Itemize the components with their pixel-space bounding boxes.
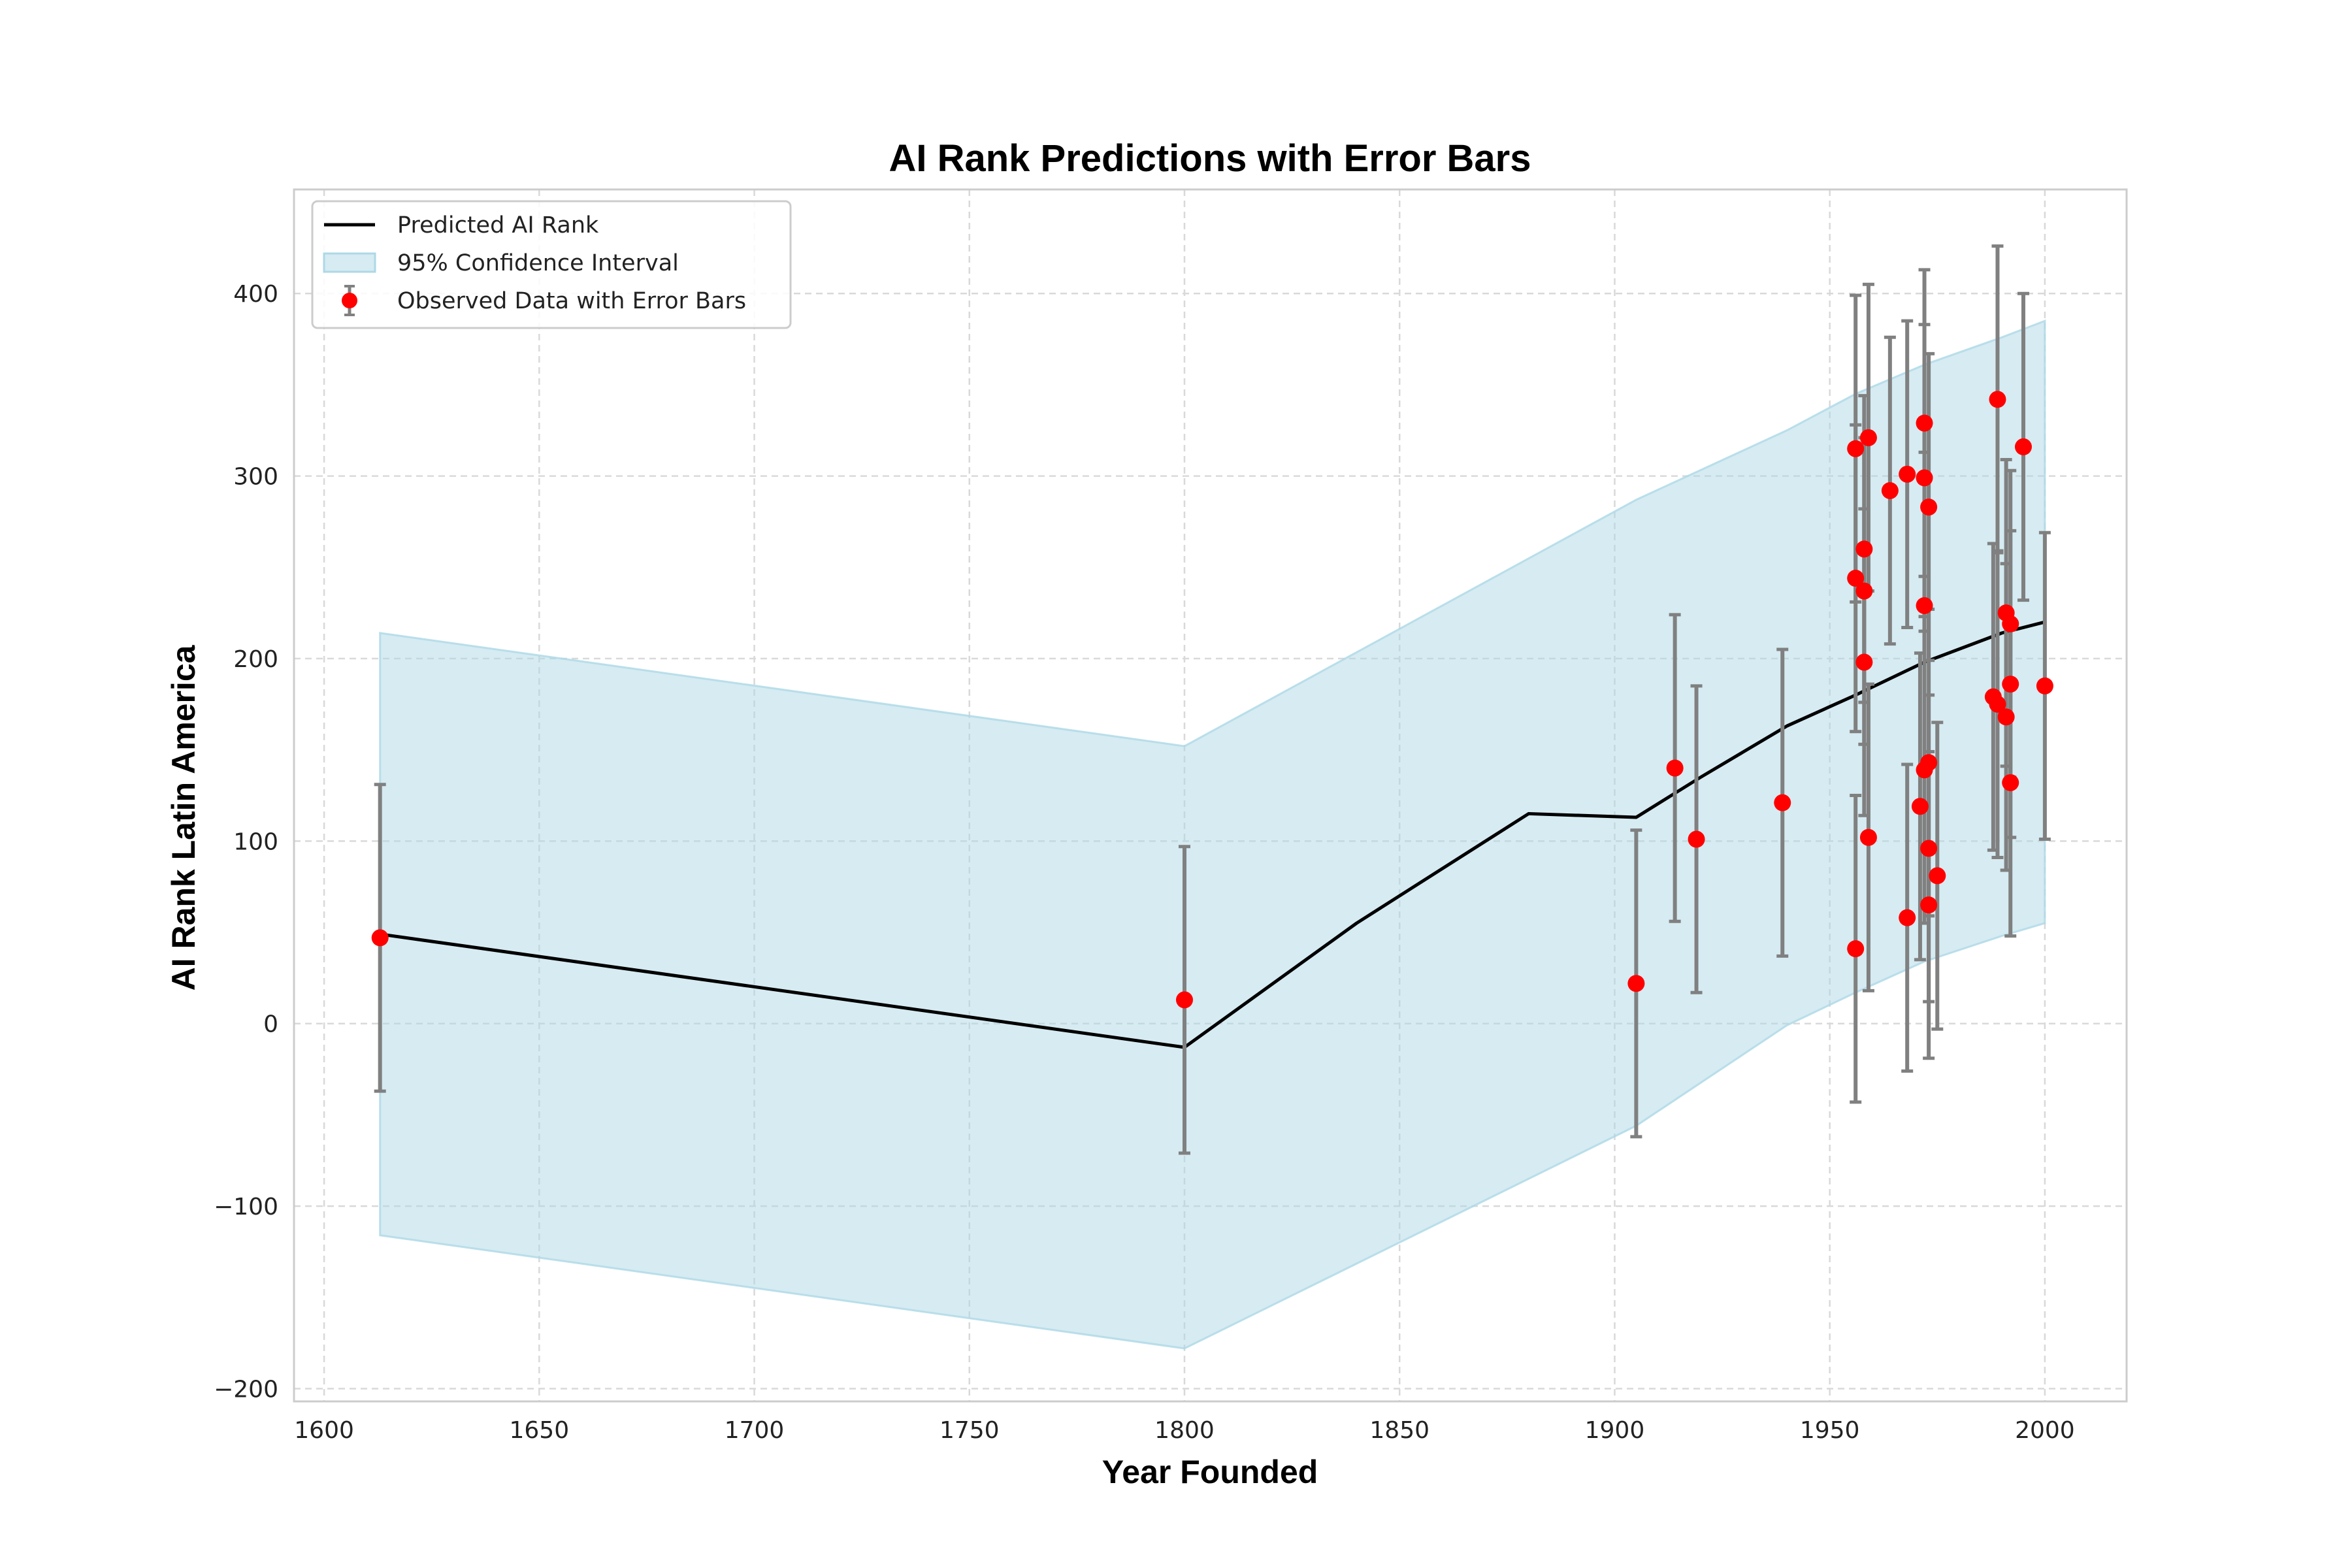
observed-point-1 bbox=[1175, 991, 1193, 1009]
confidence-band bbox=[379, 319, 2046, 1350]
x-tick-label-3: 1750 bbox=[939, 1417, 1000, 1444]
observed-point-24 bbox=[1920, 840, 1938, 857]
observed-point-31 bbox=[1997, 708, 2015, 726]
prediction-line bbox=[380, 620, 2046, 1049]
plot-frame bbox=[293, 188, 2128, 1403]
observed-point-23 bbox=[1920, 754, 1938, 772]
legend-band-swatch bbox=[323, 252, 376, 273]
observed-point-34 bbox=[2002, 774, 2019, 791]
observed-point-28 bbox=[1989, 391, 2006, 408]
observed-point-19 bbox=[1916, 469, 1933, 487]
observed-point-3 bbox=[1666, 759, 1684, 777]
legend: Predicted AI Rank 95% Confidence Interval… bbox=[311, 200, 792, 329]
x-tick-label-0: 1600 bbox=[294, 1417, 354, 1444]
x-tick-label-4: 1800 bbox=[1154, 1417, 1215, 1444]
observed-point-16 bbox=[1899, 909, 1916, 926]
y-tick-label-0: −200 bbox=[214, 1376, 278, 1403]
observed-point-layer bbox=[371, 391, 2053, 1009]
observed-point-5 bbox=[1774, 794, 1791, 811]
observed-point-10 bbox=[1855, 582, 1873, 600]
observed-point-33 bbox=[2002, 676, 2019, 693]
legend-label-1: 95% Confidence Interval bbox=[397, 250, 679, 276]
confidence-band-layer bbox=[379, 319, 2046, 1350]
observed-point-15 bbox=[1899, 465, 1916, 483]
observed-point-0 bbox=[371, 929, 389, 947]
observed-point-35 bbox=[2014, 438, 2032, 455]
chart-title: AI Rank Predictions with Error Bars bbox=[889, 137, 1531, 180]
observed-point-13 bbox=[1859, 828, 1877, 846]
y-tick-label-6: 400 bbox=[233, 281, 278, 308]
observed-point-6 bbox=[1847, 440, 1865, 457]
legend-point-swatch bbox=[342, 293, 357, 308]
x-tick-label-8: 2000 bbox=[2015, 1417, 2075, 1444]
observed-point-29 bbox=[1989, 695, 2006, 713]
observed-point-11 bbox=[1855, 653, 1873, 671]
observed-point-2 bbox=[1627, 975, 1645, 992]
x-tick-label-6: 1900 bbox=[1585, 1417, 1645, 1444]
observed-point-32 bbox=[2002, 615, 2019, 632]
observed-point-17 bbox=[1911, 798, 1929, 815]
observed-point-18 bbox=[1916, 414, 1933, 432]
observed-point-36 bbox=[2036, 677, 2053, 694]
legend-label-2: Observed Data with Error Bars bbox=[397, 288, 746, 314]
legend-label-0: Predicted AI Rank bbox=[397, 212, 599, 238]
x-tick-label-2: 1700 bbox=[725, 1417, 785, 1444]
tick-label-layer: 1600 1650 1700 1750 1800 1850 1900 1950 2000−200… bbox=[214, 281, 2075, 1444]
y-axis-label: AI Rank Latin America bbox=[165, 644, 202, 990]
observed-point-20 bbox=[1916, 596, 1933, 614]
y-tick-label-1: −100 bbox=[214, 1194, 278, 1220]
x-tick-label-7: 1950 bbox=[1800, 1417, 1860, 1444]
observed-point-9 bbox=[1855, 540, 1873, 558]
observed-point-7 bbox=[1847, 570, 1865, 587]
y-tick-label-5: 300 bbox=[233, 464, 278, 491]
observed-point-25 bbox=[1920, 896, 1938, 914]
x-tick-label-1: 1650 bbox=[510, 1417, 570, 1444]
observed-point-8 bbox=[1847, 940, 1865, 958]
observed-point-22 bbox=[1920, 498, 1938, 516]
legend-box bbox=[311, 200, 792, 329]
observed-point-26 bbox=[1929, 867, 1946, 885]
y-tick-label-3: 100 bbox=[233, 828, 278, 855]
x-tick-label-5: 1850 bbox=[1369, 1417, 1429, 1444]
observed-point-12 bbox=[1859, 429, 1877, 446]
x-axis-label: Year Founded bbox=[1102, 1454, 1318, 1490]
observed-point-4 bbox=[1688, 830, 1705, 848]
prediction-line-layer bbox=[380, 620, 2046, 1049]
y-tick-label-2: 0 bbox=[263, 1011, 278, 1038]
observed-point-14 bbox=[1881, 482, 1899, 499]
y-tick-label-4: 200 bbox=[233, 646, 278, 673]
